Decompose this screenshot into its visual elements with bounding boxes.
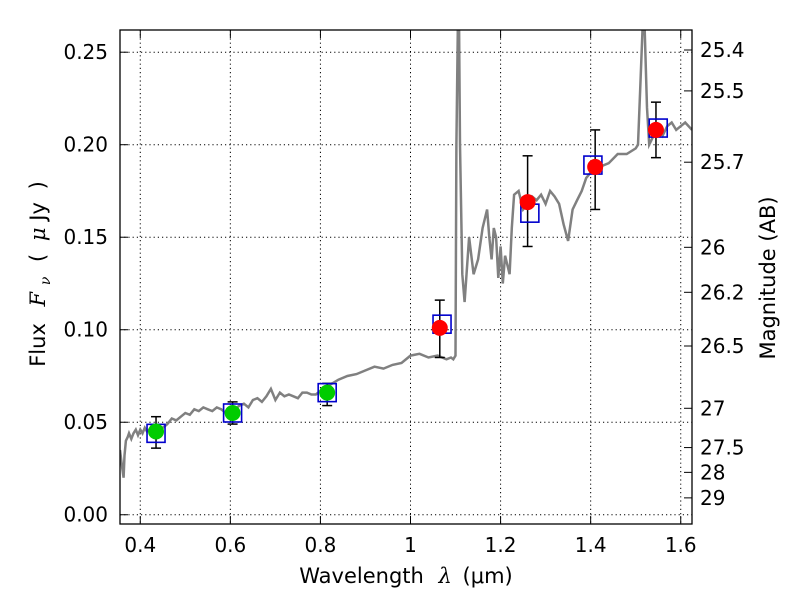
x-tick-label: 1.2 bbox=[485, 533, 517, 557]
magnitude-tick-label: 26.5 bbox=[700, 334, 745, 358]
model-spectrum bbox=[120, 30, 692, 478]
y-tick-label: 0.15 bbox=[63, 225, 108, 249]
magnitude-tick-label: 25.4 bbox=[700, 38, 745, 62]
x-tick-label: 1.4 bbox=[575, 533, 607, 557]
x-axis-label: Wavelength λ (μm) bbox=[299, 564, 512, 588]
y-tick-label: 0.10 bbox=[63, 318, 108, 342]
y-tick-label: 0.00 bbox=[63, 503, 108, 527]
grid bbox=[120, 30, 692, 524]
magnitude-tick-label: 26.2 bbox=[700, 280, 745, 304]
optical-data-point bbox=[224, 404, 241, 421]
plot-frame bbox=[119, 29, 693, 525]
y-ticks: 0.00 0.05 0.10 0.15 0.20 0.25 bbox=[63, 40, 128, 527]
model-photometry-square bbox=[317, 382, 337, 403]
magnitude-tick-label: 25.5 bbox=[700, 79, 745, 103]
y-axis-label-open: ( bbox=[26, 254, 50, 262]
near-infrared-data-point bbox=[647, 121, 664, 138]
near-infrared-data-point bbox=[587, 158, 604, 175]
observed-photometry bbox=[148, 121, 664, 440]
error-bars bbox=[151, 101, 661, 449]
magnitude-tick-label: 26 bbox=[700, 235, 725, 259]
model-photometry-square bbox=[222, 403, 243, 423]
x-tick-label: 1 bbox=[404, 533, 417, 557]
magnitude-tick-label: 28 bbox=[700, 460, 725, 484]
y-axis-label-sub: ν bbox=[38, 276, 54, 285]
y-tick-label: 0.05 bbox=[63, 410, 108, 434]
magnitude-tick-label: 29 bbox=[700, 486, 725, 510]
magnitude-tick-label: 25.7 bbox=[700, 150, 745, 174]
x-tick-label: 0.8 bbox=[305, 533, 337, 557]
x-axis-label-text: Wavelength bbox=[299, 564, 424, 588]
y-axis-label: Flux F ν ( μ Jy ) bbox=[26, 181, 55, 367]
y-tick-label: 0.25 bbox=[63, 40, 108, 64]
x-tick-label: 0.4 bbox=[124, 533, 156, 557]
x-axis-label-symbol: λ bbox=[438, 564, 452, 588]
x-tick-label: 1.6 bbox=[665, 533, 697, 557]
x-tick-label: 0.6 bbox=[214, 533, 246, 557]
x-axis-label-unit: (μm) bbox=[463, 564, 513, 588]
near-infrared-data-point bbox=[519, 194, 536, 211]
y-tick-label: 0.20 bbox=[63, 133, 108, 157]
y-axis-label-unit: Jy bbox=[26, 202, 50, 223]
y-axis-label-close: ) bbox=[26, 181, 50, 189]
y-axis-label-prefix: Flux bbox=[26, 323, 50, 367]
near-infrared-data-point bbox=[431, 319, 448, 336]
magnitude-tick-label: 27 bbox=[700, 396, 725, 420]
model-spectrum-line bbox=[120, 30, 692, 478]
optical-data-point bbox=[148, 423, 165, 440]
y-axis-label-mu: μ bbox=[26, 227, 50, 241]
x-ticks: 0.4 0.6 0.8 1 1.2 1.4 1.6 bbox=[124, 30, 697, 557]
y-axis-label-symbol: F bbox=[26, 290, 50, 307]
magnitude-tick-label: 27.5 bbox=[700, 436, 745, 460]
y2-axis-label: Magnitude (AB) bbox=[756, 196, 780, 359]
optical-data-point bbox=[319, 384, 336, 401]
